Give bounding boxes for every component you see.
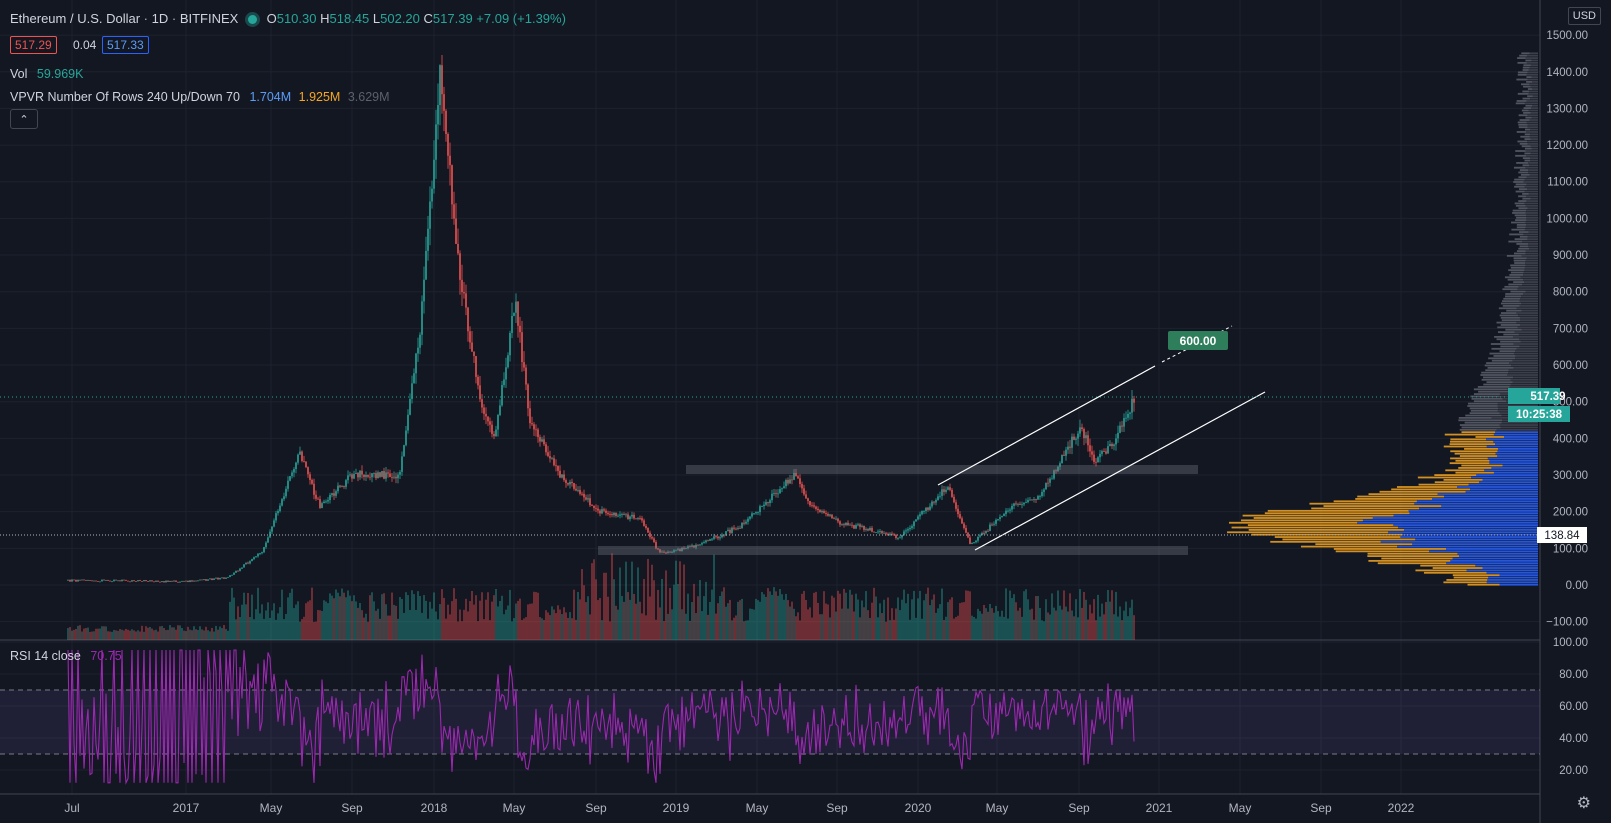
price-tick-label: 1500.00 <box>1546 30 1588 42</box>
target-label-box[interactable] <box>1168 331 1228 350</box>
rsi-tick-label: 60.00 <box>1559 701 1588 713</box>
volume-legend[interactable]: Vol 59.969K <box>10 67 83 81</box>
exchange: BITFINEX <box>179 11 239 26</box>
chevron-up-icon: ⌃ <box>19 113 29 126</box>
ask-price[interactable]: 517.33 <box>102 36 149 54</box>
rsi-tick-label: 100.00 <box>1553 637 1588 649</box>
low-key: L <box>372 11 381 26</box>
rsi-axis[interactable]: 100.00 80.00 60.00 40.00 20.00 <box>1553 637 1588 777</box>
rsi-legend[interactable]: RSI 14 close 70.75 <box>10 649 122 663</box>
vpvr-legend[interactable]: VPVR Number Of Rows 240 Up/Down 70 1.704… <box>10 90 390 104</box>
time-axis-label: May <box>746 801 769 815</box>
market-status-icon <box>247 15 257 25</box>
price-tick-label: 700.00 <box>1553 323 1588 335</box>
volume-value: 59.969K <box>36 67 84 81</box>
rsi-tick-label: 80.00 <box>1559 669 1588 681</box>
time-axis[interactable]: Jul 2017 May Sep 2018 May Sep 2019 May Sep 2020 May… <box>64 801 1414 815</box>
bid-price[interactable]: 517.29 <box>10 36 57 54</box>
last-price-value: 517.39 <box>1530 391 1565 403</box>
open-value: 510.30 <box>276 11 317 26</box>
price-tick-label: 100.00 <box>1553 543 1588 555</box>
currency-button[interactable]: USD <box>1567 7 1601 25</box>
open-key: O <box>266 11 277 26</box>
symbol-name[interactable]: Ethereum / U.S. Dollar <box>10 11 141 26</box>
crosshair-price-value: 138.84 <box>1544 530 1580 542</box>
time-axis-label: 2021 <box>1146 801 1173 815</box>
change-value: +7.09 (+1.39%) <box>476 11 566 26</box>
time-axis-label: May <box>503 801 526 815</box>
time-axis-label: 2020 <box>905 801 932 815</box>
spread: 0.04 <box>73 38 97 52</box>
time-axis-label: May <box>986 801 1009 815</box>
time-axis-label: 2017 <box>173 801 200 815</box>
channel-upper-line[interactable] <box>937 365 1156 486</box>
time-axis-label: Sep <box>1068 801 1090 815</box>
price-tick-label: 0.00 <box>1566 580 1588 592</box>
vpvr-down-value: 1.925M <box>298 90 341 104</box>
price-tick-label: 800.00 <box>1553 287 1588 299</box>
price-candles <box>67 54 1135 583</box>
close-key: C <box>423 11 433 26</box>
crosshair-price-badge <box>1537 527 1587 543</box>
price-tick-label: 400.00 <box>1553 433 1588 445</box>
time-axis-label: May <box>1229 801 1252 815</box>
support-zone <box>598 546 1188 555</box>
countdown-badge <box>1508 406 1570 422</box>
low-value: 502.20 <box>380 11 420 26</box>
price-tick-label: 200.00 <box>1553 507 1588 519</box>
interval[interactable]: 1D <box>151 11 169 26</box>
rsi-line <box>67 649 1135 785</box>
price-tick-label: 1200.00 <box>1546 140 1588 152</box>
time-axis-label: 2022 <box>1388 801 1415 815</box>
rsi-tick-label: 20.00 <box>1559 765 1588 777</box>
time-axis-label: 2018 <box>421 801 448 815</box>
volume-bars <box>67 553 1135 640</box>
price-tick-label: 500.00 <box>1553 397 1588 409</box>
vpvr-up-value: 1.704M <box>249 90 292 104</box>
vpvr-total-value: 3.629M <box>347 90 390 104</box>
last-price-badge <box>1508 388 1560 404</box>
time-axis-label: Sep <box>585 801 607 815</box>
time-axis-label: 2019 <box>663 801 690 815</box>
target-projection-line <box>1161 325 1233 363</box>
resistance-zone <box>686 465 1198 474</box>
time-axis-label: Sep <box>826 801 848 815</box>
price-tick-label: 1000.00 <box>1546 213 1588 225</box>
rsi-value: 70.75 <box>90 649 122 663</box>
symbol-header[interactable]: Ethereum / U.S. Dollar · 1D · BITFINEX O… <box>10 11 566 26</box>
high-value: 518.45 <box>329 11 370 26</box>
price-tick-label: 1400.00 <box>1546 67 1588 79</box>
time-axis-label: Jul <box>64 801 79 815</box>
rsi-tick-label: 40.00 <box>1559 733 1588 745</box>
price-tick-label: 300.00 <box>1553 470 1588 482</box>
price-tick-label: 900.00 <box>1553 250 1588 262</box>
price-tick-label: 1100.00 <box>1547 177 1588 189</box>
time-axis-label: May <box>260 801 283 815</box>
settings-gear-icon[interactable]: ⚙ <box>1576 795 1591 812</box>
rsi-label: RSI 14 close <box>10 649 81 663</box>
price-axis[interactable]: 1500.00 1400.00 1300.00 1200.00 1100.00 1000.… <box>1546 30 1588 629</box>
volume-label: Vol <box>10 67 28 81</box>
grid <box>0 0 1540 794</box>
high-key: H <box>320 11 330 26</box>
collapse-legend-button[interactable]: ⌃ <box>10 109 38 129</box>
target-label: 600.00 <box>1180 334 1217 348</box>
price-tick-label: 1300.00 <box>1546 103 1588 115</box>
vpvr-label: VPVR Number Of Rows 240 Up/Down 70 <box>10 90 240 104</box>
time-axis-label: Sep <box>1310 801 1332 815</box>
countdown-value: 10:25:38 <box>1516 409 1563 421</box>
channel-lower-line[interactable] <box>974 391 1266 551</box>
close-value: 517.39 <box>432 11 473 26</box>
time-axis-label: Sep <box>341 801 363 815</box>
price-tick-label: 600.00 <box>1553 360 1588 372</box>
price-tick-label: −100.00 <box>1546 617 1588 629</box>
